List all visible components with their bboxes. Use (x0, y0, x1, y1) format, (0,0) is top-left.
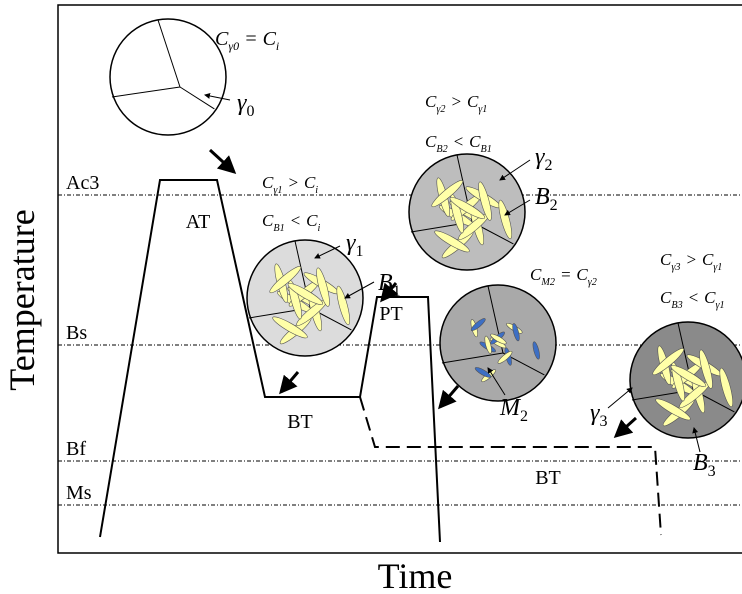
phase-subscript: 2 (520, 408, 528, 425)
formula-subscript: γ1 (273, 185, 282, 196)
formula: CM2​=Cγ2​ (530, 265, 597, 288)
formula-subscript: i (276, 39, 279, 53)
formula-term: C (702, 250, 714, 269)
grain (409, 154, 525, 270)
formula-term: = (560, 265, 571, 284)
phase-subscript: 0 (246, 103, 254, 120)
formula-subscript: γ2 (588, 277, 597, 288)
x-axis-label: Time (378, 556, 453, 594)
formula-subscript: i (318, 223, 321, 234)
diagram: Ac3BsBfMsATBTPTBTCγ0​=Ci​Cγ2​>Cγ1​CB2​<C… (0, 0, 742, 594)
y-axis-label: Temperature (2, 209, 42, 390)
phase-label: B3 (693, 450, 716, 480)
formula-term: C (704, 288, 716, 307)
formula-term: > (450, 92, 461, 111)
formula-subscript: B1 (273, 223, 284, 234)
formula-term: C (660, 288, 672, 307)
formula-term: C (262, 173, 274, 192)
phase-label: B2 (535, 184, 558, 214)
grain (110, 19, 226, 135)
phase-symbol: B (378, 270, 393, 296)
level-label: Ac3 (66, 172, 99, 194)
formula-subscript: γ0 (228, 39, 239, 53)
phase-label: γ2 (535, 144, 552, 174)
formula-subscript: γ1 (716, 300, 725, 311)
phase-subscript: 1 (393, 283, 401, 300)
phase-symbol: B (693, 450, 708, 476)
formula-term: C (215, 28, 229, 50)
phase-symbol: B (535, 184, 550, 210)
formula-subscript: i (315, 185, 318, 196)
formula-term: C (660, 250, 672, 269)
phase-label: B1 (378, 270, 401, 300)
level-label: Bf (66, 438, 86, 460)
phase-label: γ0 (237, 90, 254, 120)
formula-subscript: γ2 (436, 104, 445, 115)
phase-label: γ3 (590, 400, 607, 430)
formula: Cγ0​=Ci​ (215, 28, 279, 53)
formula-term: C (425, 132, 437, 151)
formula-term: C (425, 92, 437, 111)
leader-line (608, 388, 632, 408)
stage-label: AT (186, 211, 210, 233)
phase-label: M2 (499, 395, 528, 425)
formula-term: = (244, 28, 258, 50)
phase-subscript: 2 (550, 197, 558, 214)
formula-term: C (304, 173, 316, 192)
formula-subscript: B3 (671, 300, 682, 311)
formula-term: > (685, 250, 696, 269)
formula: CB3​<Cγ1​ (660, 288, 725, 311)
phase-subscript: 1 (355, 243, 363, 260)
stage-label: PT (379, 303, 402, 325)
stage-label: BT (287, 411, 313, 433)
formula-subscript: γ3 (671, 262, 680, 273)
formula: Cγ2​>Cγ1​ (425, 92, 487, 115)
formula-subscript: γ1 (478, 104, 487, 115)
phase-subscript: 3 (599, 413, 607, 430)
stage-label: BT (535, 467, 561, 489)
formula-term: C (467, 92, 479, 111)
formula-subscript: B1 (481, 144, 492, 155)
formula-term: C (576, 265, 588, 284)
phase-subscript: 2 (544, 157, 552, 174)
thermal-path (100, 180, 661, 542)
formula: Cγ1​>Ci​ (262, 173, 318, 196)
level-label: Bs (66, 322, 87, 344)
formula-term: C (469, 132, 481, 151)
phase-subscript: 3 (708, 463, 716, 480)
formula: Cγ3​>Cγ1​ (660, 250, 722, 273)
grain (630, 322, 742, 438)
level-label: Ms (66, 482, 92, 504)
formula-term: < (688, 288, 699, 307)
formula-subscript: M2 (540, 277, 555, 288)
formula-subscript: B2 (436, 144, 447, 155)
grain-circle (110, 19, 226, 135)
formula-term: C (263, 28, 277, 50)
formula-term: > (287, 173, 298, 192)
formula-term: C (530, 265, 542, 284)
formula-term: < (453, 132, 464, 151)
formula-term: C (262, 211, 274, 230)
formula: CB1​<Ci​ (262, 211, 321, 234)
phase-label: γ1 (346, 230, 363, 260)
formula-subscript: γ1 (713, 262, 722, 273)
formula-term: C (306, 211, 318, 230)
phase-symbol: M (499, 395, 522, 421)
formula: CB2​<CB1​ (425, 132, 492, 155)
formula-term: < (290, 211, 301, 230)
